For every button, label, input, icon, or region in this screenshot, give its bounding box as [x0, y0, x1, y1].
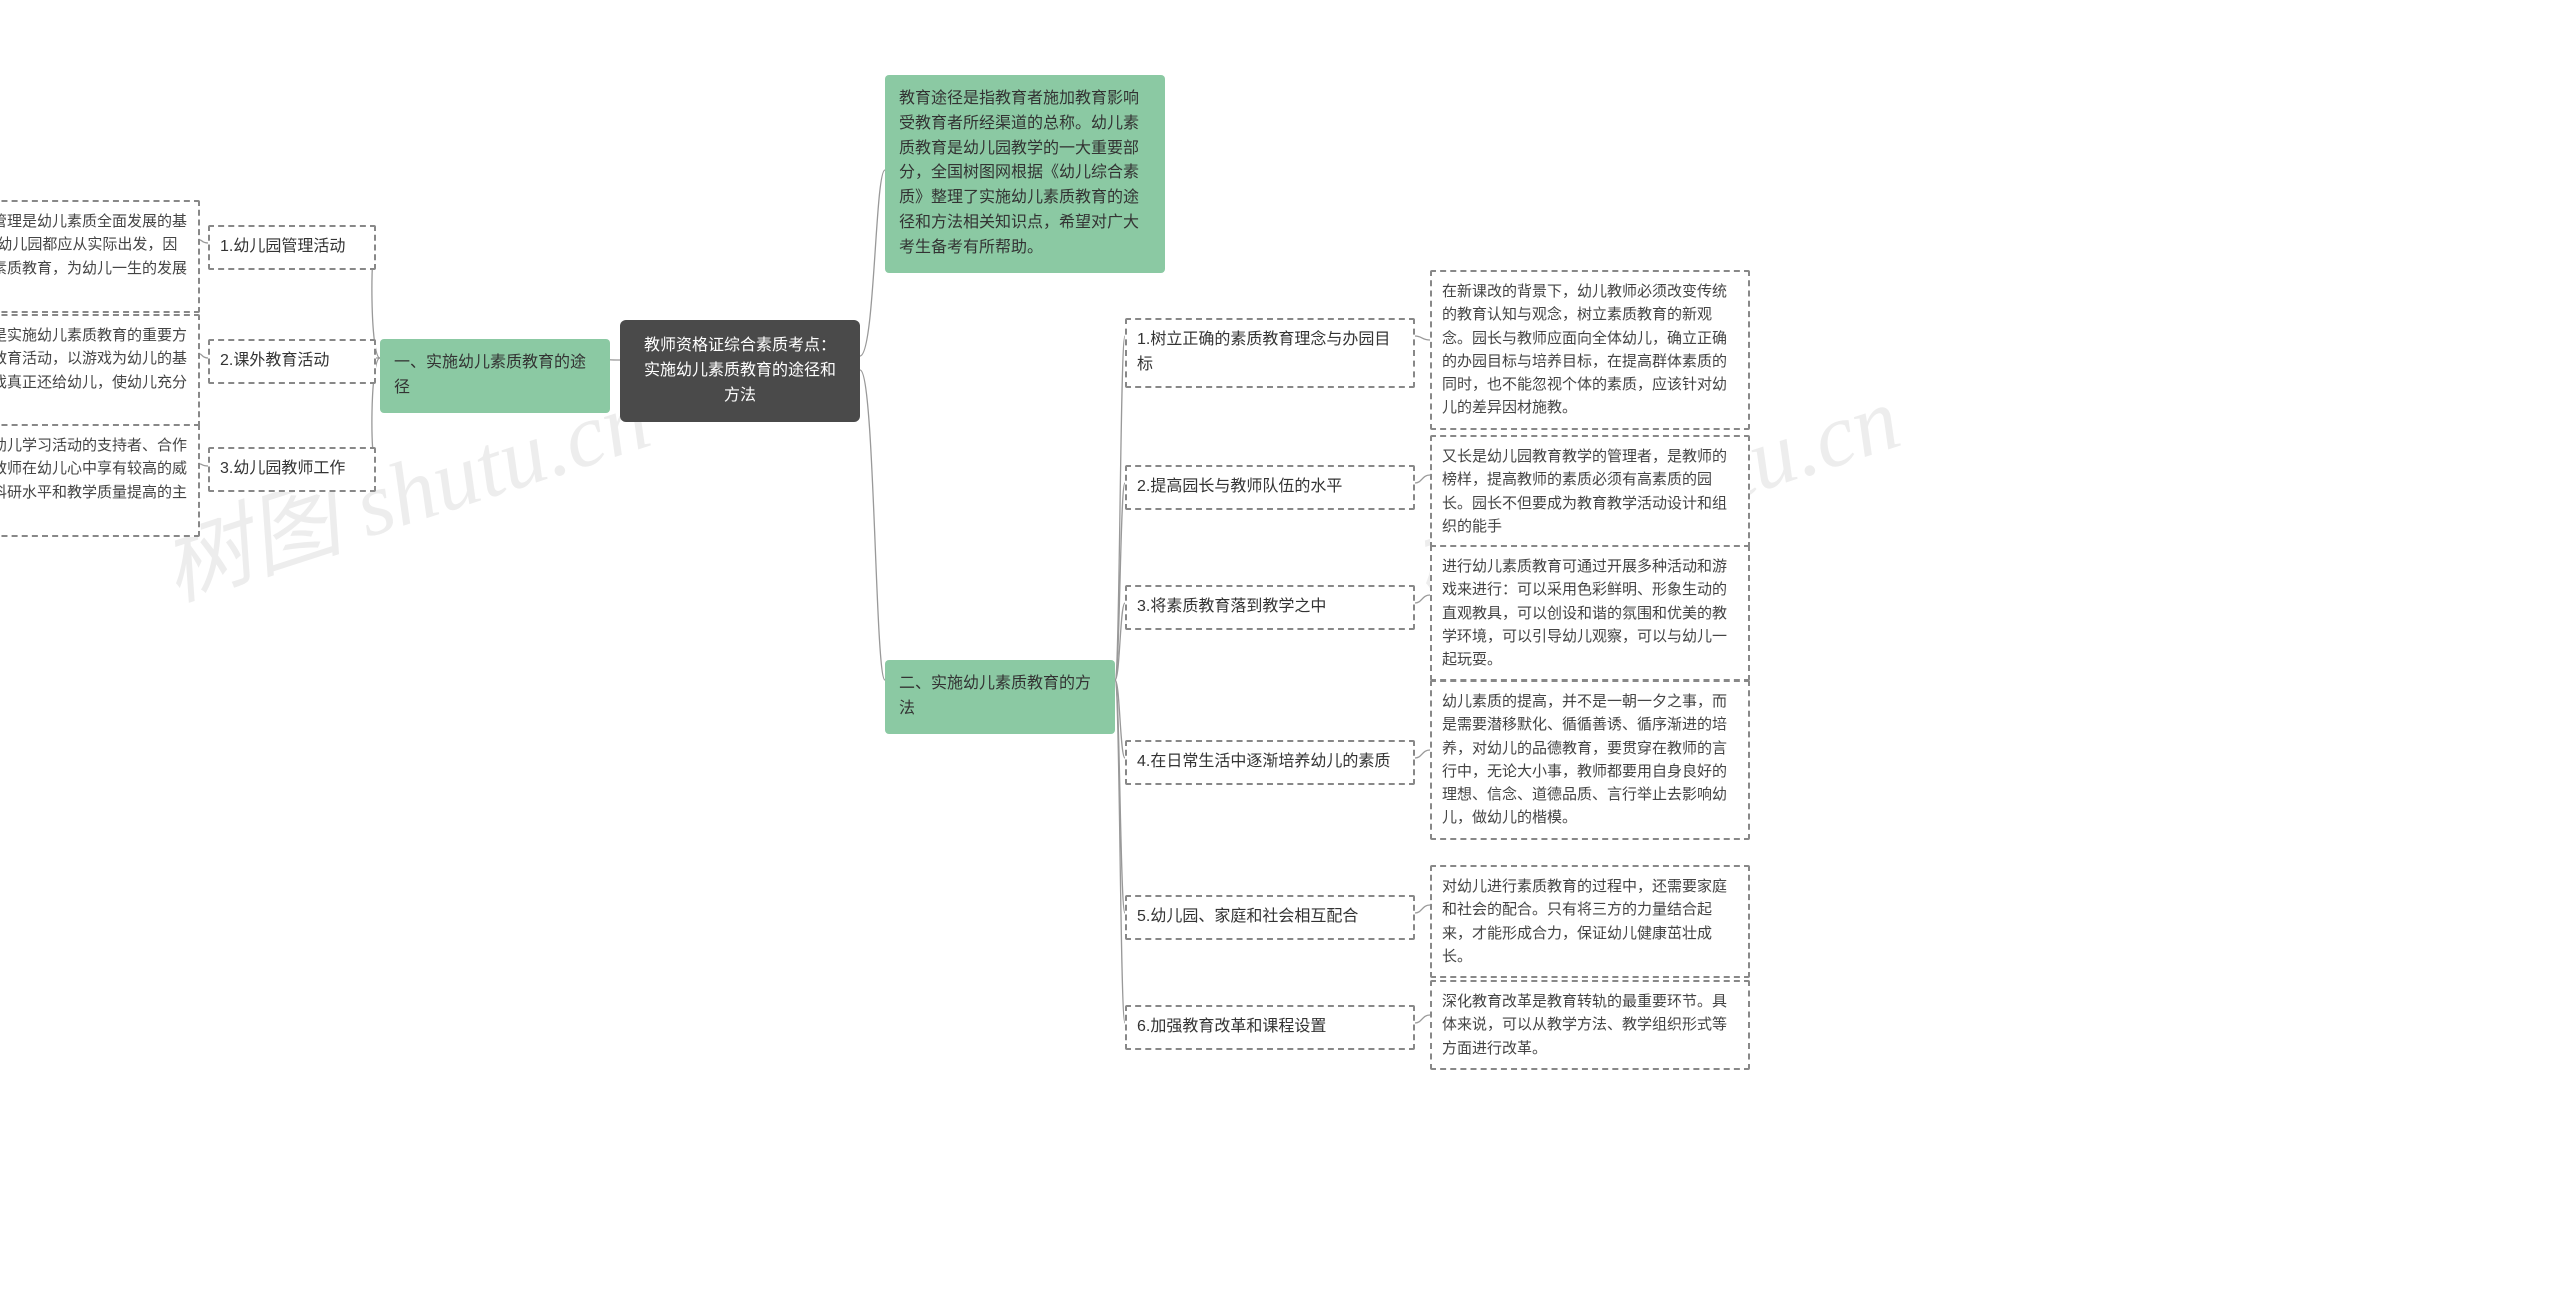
central-node: 教师资格证综合素质考点：实施幼儿素质教育的途径和方法 [620, 320, 860, 422]
right-item-2-desc: 又长是幼儿园教育教学的管理者，是教师的榜样，提高教师的素质必须有高素质的园长。园… [1430, 435, 1750, 548]
left-item-1-desc: 幼儿园的科学管理是幼儿素质全面发展的基础。"城乡各类幼儿园都应从实际出发，因地制… [0, 200, 200, 313]
right-item-1-label: 1.树立正确的素质教育理念与办园目标 [1125, 318, 1415, 388]
right-item-3-desc: 进行幼儿素质教育可通过开展多种活动和游戏来进行：可以采用色彩鲜明、形象生动的直观… [1430, 545, 1750, 681]
right-item-3-label: 3.将素质教育落到教学之中 [1125, 585, 1415, 630]
right-item-5-label: 5.幼儿园、家庭和社会相互配合 [1125, 895, 1415, 940]
left-item-3-label: 3.幼儿园教师工作 [208, 447, 376, 492]
right-item-4-label: 4.在日常生活中逐渐培养幼儿的素质 [1125, 740, 1415, 785]
right-item-2-label: 2.提高园长与教师队伍的水平 [1125, 465, 1415, 510]
right-item-5-desc: 对幼儿进行素质教育的过程中，还需要家庭和社会的配合。只有将三方的力量结合起来，才… [1430, 865, 1750, 978]
right-item-1-desc: 在新课改的背景下，幼儿教师必须改变传统的教育认知与观念，树立素质教育的新观念。园… [1430, 270, 1750, 430]
right-item-6-desc: 深化教育改革是教育转轨的最重要环节。具体来说，可以从教学方法、教学组织形式等方面… [1430, 980, 1750, 1070]
left-item-3-desc: 幼儿园教师是幼儿学习活动的支持者、合作者、引导者。教师在幼儿心中享有较高的威信，… [0, 424, 200, 537]
right-branch: 二、实施幼儿素质教育的方法 [885, 660, 1115, 734]
left-branch: 一、实施幼儿素质教育的途径 [380, 339, 610, 413]
left-item-1-label: 1.幼儿园管理活动 [208, 225, 376, 270]
left-item-2-label: 2.课外教育活动 [208, 339, 376, 384]
connectors [0, 0, 2560, 1299]
intro-node: 教育途径是指教育者施加教育影响受教育者所经渠道的总称。幼儿素质教育是幼儿园教学的… [885, 75, 1165, 273]
right-item-6-label: 6.加强教育改革和课程设置 [1125, 1005, 1415, 1050]
right-item-4-desc: 幼儿素质的提高，并不是一朝一夕之事，而是需要潜移默化、循循善诱、循序渐进的培养，… [1430, 680, 1750, 840]
left-item-2-desc: 课外教育活动是实施幼儿素质教育的重要方法。设计创新教育活动，以游戏为幼儿的基本活… [0, 314, 200, 427]
